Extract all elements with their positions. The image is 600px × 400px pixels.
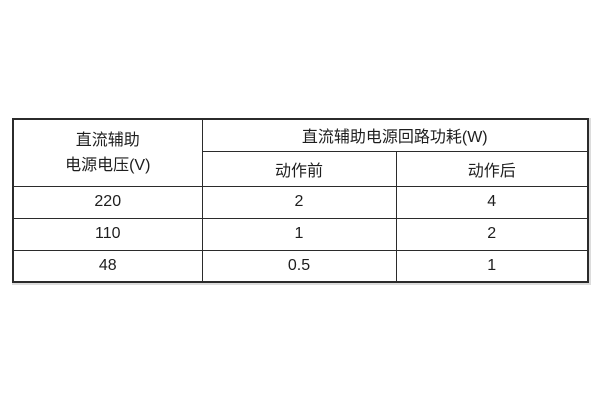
after-value-cell: 4 [395,185,589,219]
before-value-cell: 1 [201,217,397,251]
before-value-cell: 0.5 [201,249,397,283]
header-after-cell: 动作后 [395,150,589,187]
table-row-110: 110 1 2 [12,217,589,251]
after-value-cell: 1 [395,249,589,283]
voltage-cell: 48 [12,249,203,283]
header-power-cell: 直流辅助电源回路功耗(W) [201,118,589,152]
header-before-cell: 动作前 [201,150,397,187]
header-voltage-line1: 直流辅助 [75,131,140,149]
header-row-top: 直流辅助 电源电压(V) 直流辅助电源回路功耗(W) [12,118,589,187]
table-row-220: 220 2 4 [12,185,589,219]
header-voltage-line2: 电源电压(V) [65,156,151,174]
after-value-cell: 2 [395,217,589,251]
voltage-cell: 220 [12,185,203,219]
header-voltage-cell: 直流辅助 电源电压(V) [12,118,203,187]
voltage-cell: 110 [12,217,203,251]
table-row-48: 48 0.5 1 [12,249,589,283]
power-consumption-table: 直流辅助 电源电压(V) 直流辅助电源回路功耗(W) 动作前 动作后 220 2… [12,118,590,283]
header-row-sub: 动作前 动作后 [13,150,589,187]
before-value-cell: 2 [201,185,397,219]
